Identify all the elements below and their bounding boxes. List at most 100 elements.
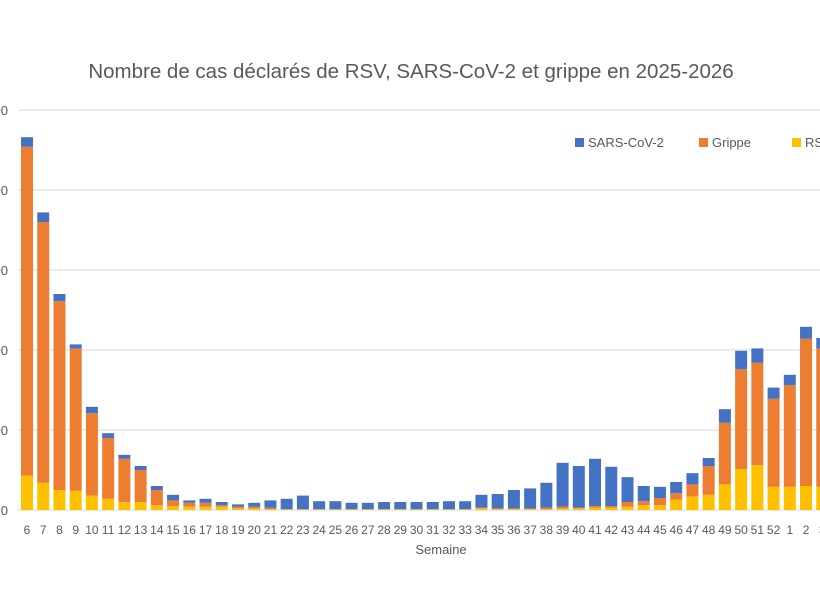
x-tick-label: 9 [72,523,79,537]
x-tick-label: 12 [118,523,132,537]
bar-sars-cov-2-week-14 [150,486,163,490]
bar-sars-cov-2-week-17 [199,498,212,503]
x-tick-label: 6 [24,523,31,537]
bar-grippe-week-9 [69,348,82,491]
bar-rsv-week-41 [589,507,602,510]
bar-rsv-week-2 [800,486,813,510]
y-tick-label: 0 [1,503,8,518]
bar-sars-cov-2-week-13 [134,466,147,470]
x-tick-label: 18 [215,523,229,537]
bar-rsv-week-18 [215,506,228,510]
bar-rsv-week-28 [378,509,391,510]
bar-grippe-week-3 [816,348,820,487]
x-tick-label: 11 [102,523,115,537]
bar-rsv-week-52 [767,486,780,510]
bar-rsv-week-21 [264,509,277,510]
bar-grippe-week-40 [572,507,585,509]
bar-rsv-week-29 [394,509,407,510]
bar-sars-cov-2-week-18 [215,502,228,506]
bar-rsv-week-3 [816,486,820,510]
bar-rsv-week-34 [475,508,488,510]
x-tick-label: 26 [345,523,359,537]
x-tick-label: 41 [588,523,602,537]
x-tick-label: 17 [199,523,213,537]
bar-grippe-week-35 [491,508,504,510]
x-tick-label: 39 [556,523,570,537]
bar-rsv-week-24 [313,509,326,510]
bar-grippe-week-37 [524,508,537,510]
bar-grippe-week-51 [751,362,764,466]
bar-rsv-week-33 [459,509,472,510]
x-tick-label: 42 [605,523,619,537]
x-tick-label: 40 [572,523,586,537]
bar-rsv-week-32 [442,509,455,510]
bar-sars-cov-2-week-43 [621,477,634,502]
bar-rsv-week-31 [426,509,439,510]
bar-sars-cov-2-week-16 [183,500,196,503]
bar-grippe-week-47 [686,484,699,497]
x-tick-label: 20 [248,523,262,537]
bar-rsv-week-27 [361,509,374,510]
bar-sars-cov-2-week-37 [524,488,537,509]
x-tick-label: 47 [686,523,700,537]
x-tick-label: 8 [56,523,63,537]
bar-grippe-week-13 [134,470,147,502]
bar-sars-cov-2-week-19 [231,504,244,507]
bar-sars-cov-2-week-42 [605,466,618,506]
bar-rsv-week-22 [280,509,293,510]
bar-rsv-week-42 [605,507,618,510]
bar-grippe-week-39 [556,506,569,509]
bar-rsv-week-30 [410,509,423,510]
bar-sars-cov-2-week-34 [475,494,488,508]
bar-grippe-week-48 [702,466,715,495]
bar-rsv-week-47 [686,496,699,510]
bar-sars-cov-2-week-24 [313,501,326,510]
y-axis-ticks: 0 100 200 300 400 500 [0,103,8,518]
bar-sars-cov-2-week-33 [459,501,472,510]
x-tick-label: 22 [280,523,294,537]
y-tick-label: 100 [0,423,8,438]
legend-label: Grippe [712,135,751,150]
bar-sars-cov-2-week-46 [670,482,683,494]
bar-rsv-week-13 [134,502,147,510]
legend: SARS-CoV-2 Grippe RSV [575,135,820,150]
bar-sars-cov-2-week-12 [118,454,131,459]
bar-rsv-week-16 [183,506,196,510]
x-tick-label: 19 [231,523,245,537]
x-tick-label: 52 [767,523,781,537]
bar-grippe-week-17 [199,502,212,507]
bar-rsv-week-12 [118,502,131,510]
bar-grippe-week-16 [183,502,196,507]
x-tick-label: 28 [377,523,391,537]
bar-sars-cov-2-week-15 [167,494,180,501]
legend-label: SARS-CoV-2 [588,135,664,150]
bar-grippe-week-50 [735,369,748,470]
bar-rsv-week-10 [85,495,98,510]
x-tick-label: 1 [786,523,793,537]
x-tick-label: 32 [442,523,456,537]
bar-rsv-week-20 [248,508,261,510]
x-tick-label: 37 [523,523,537,537]
x-tick-label: 49 [718,523,732,537]
bar-sars-cov-2-week-47 [686,473,699,485]
x-tick-label: 48 [702,523,716,537]
bar-grippe-week-52 [767,398,780,487]
bar-rsv-week-1 [783,486,796,510]
bar-grippe-week-21 [264,507,277,510]
bar-sars-cov-2-week-40 [572,466,585,508]
x-tick-label: 25 [329,523,343,537]
bar-sars-cov-2-week-8 [53,294,66,302]
bar-grippe-week-49 [718,422,731,485]
bar-rsv-week-7 [37,482,50,510]
bar-rsv-week-46 [670,499,683,510]
bar-rsv-week-43 [621,506,634,510]
x-tick-label: 7 [40,523,47,537]
bar-grippe-week-46 [670,493,683,500]
x-tick-label: 36 [507,523,521,537]
bar-grippe-week-15 [167,500,180,506]
bar-grippe-week-42 [605,506,618,508]
x-tick-label: 50 [734,523,748,537]
bar-sars-cov-2-week-22 [280,498,293,510]
bar-sars-cov-2-week-38 [540,482,553,508]
